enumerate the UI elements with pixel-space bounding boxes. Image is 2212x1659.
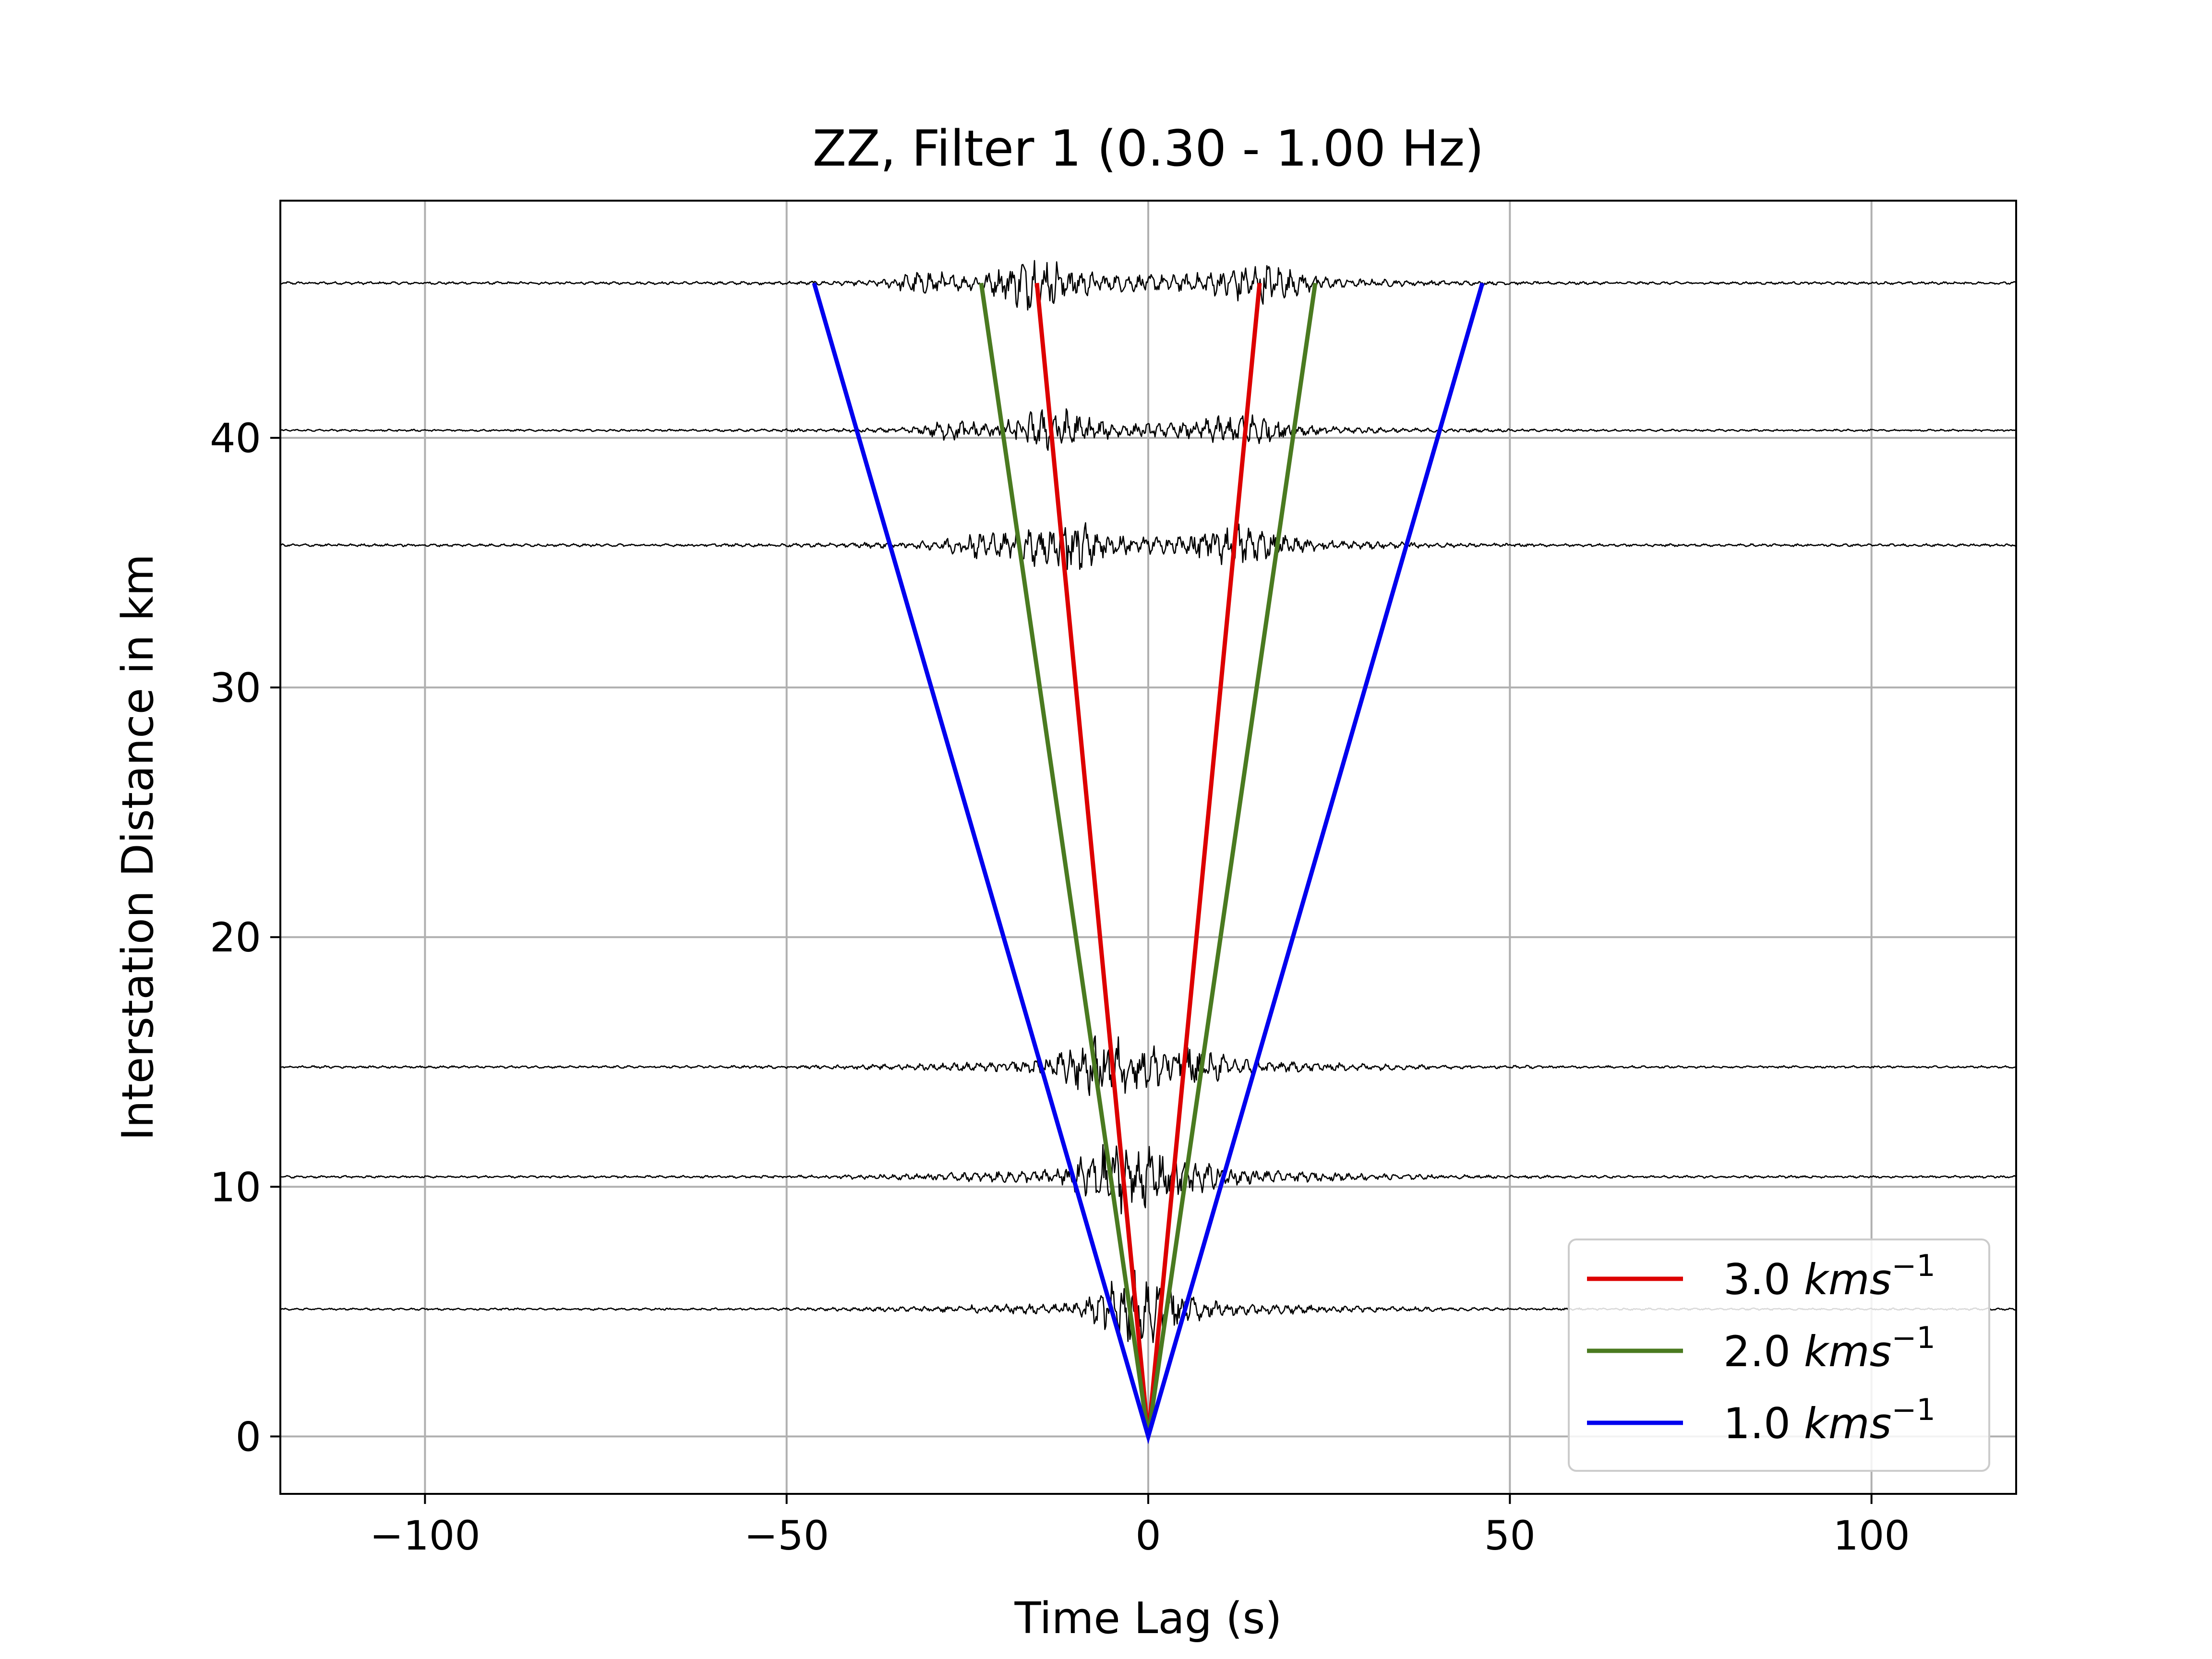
y-tick-label: 10 [210,1164,261,1211]
y-tick-label: 30 [210,664,261,711]
legend-label: 1.0 kms−1 [1723,1392,1936,1448]
legend-box [1568,1238,1990,1472]
x-tick-label: −100 [370,1512,481,1559]
y-tick-label: 0 [236,1413,261,1460]
velocity-lines [812,282,1485,1444]
x-axis-ticks: −100 −50 0 50 100 [370,1494,1910,1559]
legend-label: 3.0 kms−1 [1723,1248,1936,1304]
velocity-line [812,282,1485,1444]
x-tick-label: 50 [1484,1512,1536,1559]
x-tick-label: −50 [744,1512,829,1559]
waveform-trace [280,1035,2017,1096]
chart-title: ZZ, Filter 1 (0.30 - 1.00 Hz) [813,120,1484,178]
waveform-trace [280,522,2017,570]
x-axis-label: Time Lag (s) [1014,1593,1282,1644]
y-axis-label: Interstation Distance in km [113,554,163,1141]
waveform-trace [280,408,2017,451]
legend-label: 2.0 kms−1 [1723,1320,1936,1376]
waveform-trace [280,1144,2017,1214]
x-tick-label: 100 [1833,1512,1910,1559]
y-tick-label: 20 [210,914,261,961]
y-tick-label: 40 [210,415,261,462]
x-tick-label: 0 [1135,1512,1161,1559]
y-axis-ticks: 0 10 20 30 40 [210,415,280,1460]
legend: 3.0 kms−1 2.0 kms−1 1.0 kms−1 [1568,1238,1990,1472]
waveform-trace [280,260,2017,311]
